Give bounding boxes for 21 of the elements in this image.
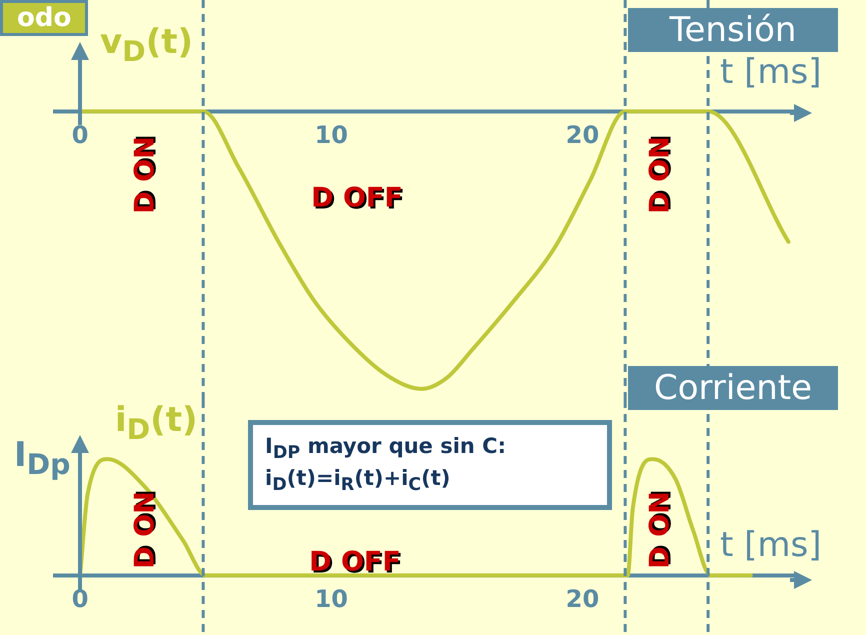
x-tick-label: 20	[566, 121, 600, 150]
x-tick-label: 10	[314, 121, 348, 150]
series-label: v$_{D}$(t)	[100, 22, 194, 68]
x-tick-label: 10	[314, 584, 348, 613]
x-axis-title: t [ms]	[720, 52, 822, 92]
x-tick-label: 0	[72, 584, 88, 613]
annotation: D ON	[644, 491, 676, 569]
x-tick-label: 20	[566, 584, 600, 613]
x-tick-label: 0	[72, 121, 88, 150]
annotation: D OFF	[309, 546, 401, 578]
annotation: D OFF	[311, 182, 403, 214]
text-box: I$_{DP}$ mayor que sin C: i$_{D}$(t)=i$_{R}$(t)+i$_{C}$(t)	[248, 420, 612, 510]
y-axis-title: I$_{Dp}$	[14, 435, 70, 481]
annotation: D ON	[130, 136, 160, 214]
annotation: D ON	[644, 136, 676, 214]
series-label: i$_{D}$(t)	[115, 400, 198, 446]
chart-title: Corriente	[628, 366, 838, 410]
text-box: odo	[0, 0, 88, 36]
chart-title: Tensión	[628, 8, 838, 52]
x-axis-title: t [ms]	[720, 525, 822, 565]
annotation: D ON	[130, 491, 160, 569]
